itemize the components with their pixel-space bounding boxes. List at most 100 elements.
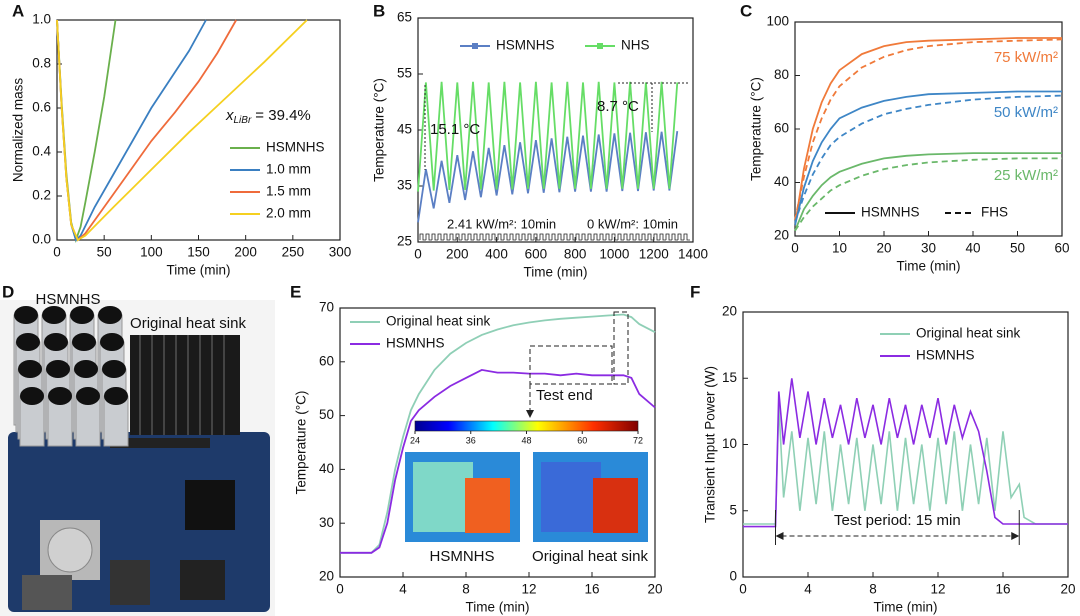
dashed-box xyxy=(613,311,629,385)
cylinder-top xyxy=(100,333,124,351)
y-tick-label: 1.0 xyxy=(32,12,51,27)
cylinder-top xyxy=(48,387,72,405)
inset-label: Original heat sink xyxy=(532,548,648,565)
panel-label: D xyxy=(2,282,14,301)
x-axis-title: Time (min) xyxy=(167,263,231,278)
photo-label: Original heat sink xyxy=(130,315,246,332)
annotation: 2.41 kW/m²: 10min xyxy=(447,216,556,231)
legend-label: FHS xyxy=(981,205,1008,220)
thermal-region xyxy=(541,462,601,532)
y-axis-title: Temperature (°C) xyxy=(749,77,764,181)
series-line xyxy=(794,152,1062,232)
plot-frame xyxy=(339,307,656,578)
x-tick-label: 20 xyxy=(876,241,891,256)
legend-label: 1.5 mm xyxy=(266,184,311,199)
series-line xyxy=(340,368,656,554)
x-axis-title: Time (min) xyxy=(466,600,530,615)
arrow-head xyxy=(775,532,784,540)
colorbar-tick-label: 48 xyxy=(521,435,531,445)
series-line xyxy=(56,19,308,242)
cylinder-top xyxy=(104,387,128,405)
panel-label: B xyxy=(373,1,385,20)
annotation: 8.7 °C xyxy=(597,98,639,115)
annotation: 25 kW/m² xyxy=(994,167,1058,184)
annotation: Test end xyxy=(536,387,593,404)
y-tick-label: 15 xyxy=(722,370,737,385)
thermal-region xyxy=(465,478,510,533)
series-line xyxy=(794,90,1062,226)
legend-label: HSMNHS xyxy=(861,205,920,220)
x-tick-label: 400 xyxy=(485,247,508,262)
y-tick-label: 0.4 xyxy=(32,144,51,159)
x-tick-label: 1400 xyxy=(678,247,708,262)
y-tick-label: 0.8 xyxy=(32,56,51,71)
y-tick-label: 5 xyxy=(729,502,737,517)
series-line xyxy=(794,157,1062,232)
annotation: 0 kW/m²: 10min xyxy=(587,216,678,231)
x-axis-title: Time (min) xyxy=(897,259,961,274)
panel-label: E xyxy=(290,282,301,301)
cylinder-top xyxy=(72,333,96,351)
thermal-region xyxy=(593,478,638,533)
legend-label: HSMNHS xyxy=(386,336,445,351)
x-tick-label: 12 xyxy=(521,582,536,597)
legend-label: HSMNHS xyxy=(496,38,555,53)
photo-label: HSMNHS xyxy=(35,291,100,308)
x-tick-label: 30 xyxy=(921,241,936,256)
x-tick-label: 4 xyxy=(804,582,812,597)
series-line xyxy=(743,404,1068,525)
y-axis-title: Temperature (°C) xyxy=(372,78,387,182)
y-tick-label: 70 xyxy=(319,300,334,315)
legend-label: Original heat sink xyxy=(386,314,491,329)
y-tick-label: 20 xyxy=(774,228,789,243)
y-tick-label: 80 xyxy=(774,67,789,82)
x-tick-label: 300 xyxy=(329,245,352,260)
cylinder-top xyxy=(14,306,38,324)
legend-label: Original heat sink xyxy=(916,326,1021,341)
y-tick-label: 45 xyxy=(397,122,412,137)
x-tick-label: 60 xyxy=(1054,241,1069,256)
cylinder-top xyxy=(76,387,100,405)
panel-label: F xyxy=(690,282,700,301)
y-tick-label: 100 xyxy=(766,14,789,29)
photo xyxy=(0,300,275,616)
y-tick-label: 40 xyxy=(774,174,789,189)
legend-label: HSMNHS xyxy=(266,140,325,155)
x-tick-label: 0 xyxy=(739,582,747,597)
legend-label: 1.0 mm xyxy=(266,162,311,177)
series-line xyxy=(417,81,679,192)
x-tick-label: 0 xyxy=(336,582,344,597)
x-tick-label: 0 xyxy=(414,247,422,262)
x-tick-label: 16 xyxy=(995,582,1010,597)
y-tick-label: 50 xyxy=(319,407,334,422)
panel-label: C xyxy=(740,1,752,20)
colorbar-tick-label: 60 xyxy=(577,435,587,445)
series-line xyxy=(340,313,656,554)
x-tick-label: 12 xyxy=(930,582,945,597)
legend-label: HSMNHS xyxy=(916,348,975,363)
x-tick-label: 800 xyxy=(564,247,587,262)
series-line xyxy=(794,94,1063,223)
x-tick-label: 150 xyxy=(187,245,210,260)
annotation-text: = 39.4% xyxy=(255,107,310,124)
y-tick-label: 0.6 xyxy=(32,100,51,115)
y-tick-label: 60 xyxy=(319,353,334,368)
x-tick-label: 50 xyxy=(1010,241,1025,256)
y-tick-label: 20 xyxy=(319,569,334,584)
cylinder-top xyxy=(16,333,40,351)
x-tick-label: 0 xyxy=(791,241,799,256)
annotation-symbol: x xyxy=(225,107,234,124)
y-tick-label: 20 xyxy=(722,304,737,319)
colorbar-tick-label: 24 xyxy=(410,435,420,445)
x-tick-label: 100 xyxy=(140,245,163,260)
series-line xyxy=(794,37,1062,226)
cylinder-top xyxy=(74,360,98,378)
y-axis-title: Normalized mass xyxy=(11,78,26,183)
y-tick-label: 0.2 xyxy=(32,188,51,203)
annotation: 75 kW/m² xyxy=(994,49,1058,66)
arrow-head xyxy=(1011,532,1020,540)
cylinder-top xyxy=(44,333,68,351)
y-tick-label: 35 xyxy=(397,178,412,193)
y-tick-label: 40 xyxy=(319,461,334,476)
y-tick-label: 30 xyxy=(319,515,334,530)
